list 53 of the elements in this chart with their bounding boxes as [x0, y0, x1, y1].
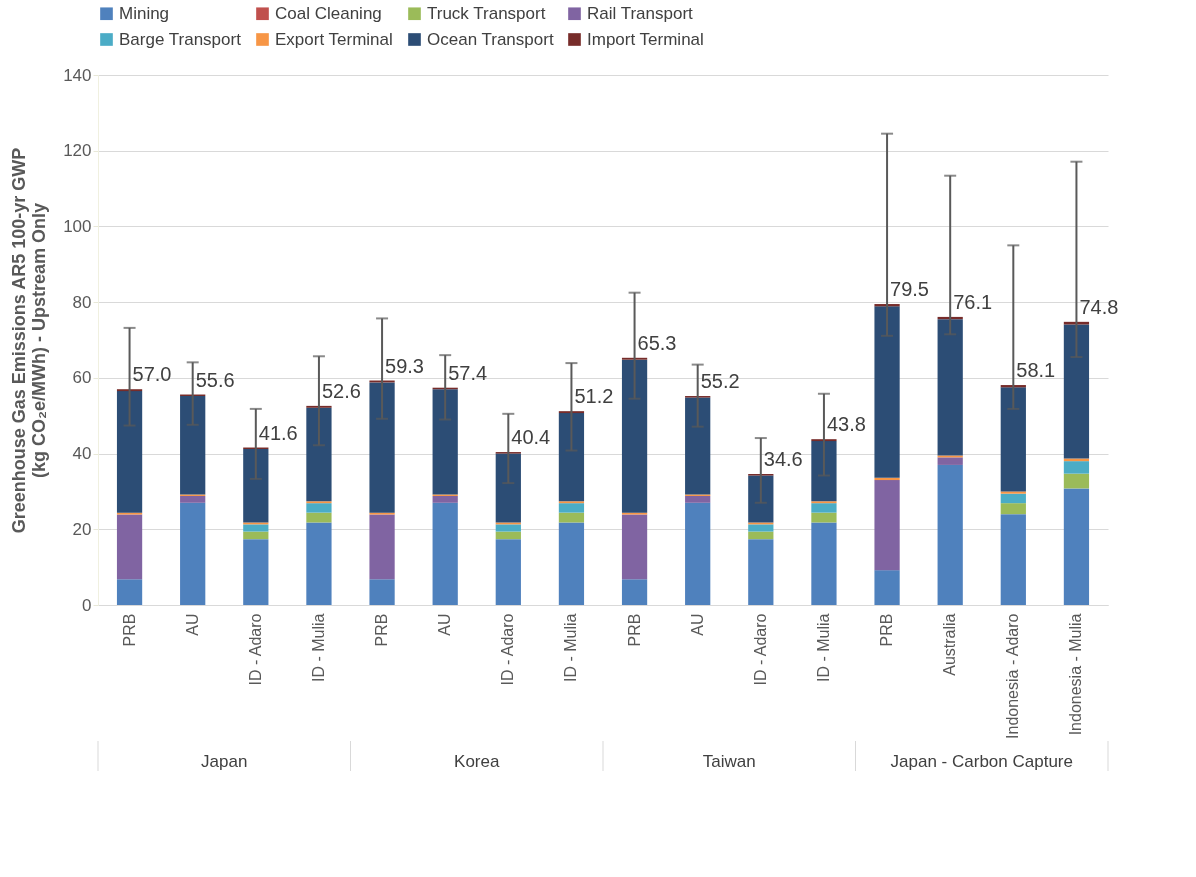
x-tick-label: PRB	[373, 613, 391, 647]
total-label: 34.6	[763, 448, 803, 471]
text: Korea	[454, 752, 500, 771]
legend-label: Export Terminal	[275, 29, 393, 49]
legend-label: Coal Cleaning	[275, 3, 382, 23]
x-tick-label: Indonesia - Mulia	[1067, 613, 1085, 736]
total-label: 58.1	[1016, 359, 1056, 382]
total-label: 43.8	[826, 413, 866, 436]
y-tick-label: 140	[63, 65, 92, 85]
x-tick-label: PRB	[625, 613, 643, 647]
y-tick-label: 100	[63, 216, 92, 236]
y-tick-label: 40	[72, 444, 92, 464]
x-tick-label: Australia	[941, 613, 959, 676]
x-tick-label: AU	[688, 613, 706, 636]
x-tick-label: ID - Adaro	[246, 613, 264, 686]
total-label: 76.1	[953, 290, 993, 313]
text: Taiwan	[702, 752, 756, 771]
legend-label: Rail Transport	[587, 3, 694, 23]
y-tick-label: 20	[72, 519, 92, 539]
x-tick-label: AU	[183, 613, 201, 636]
x-tick-label: AU	[436, 613, 454, 636]
y-tick-label: 0	[82, 595, 92, 615]
total-label: 55.6	[195, 368, 235, 391]
total-label: 65.3	[637, 331, 677, 354]
x-tick-label: ID - Mulia	[814, 613, 832, 682]
total-label: 79.5	[890, 278, 929, 301]
y-tick-label: 60	[72, 368, 92, 388]
legend-label: Mining	[119, 3, 170, 23]
legend-label: Truck Transport	[427, 3, 546, 23]
legend-label: Barge Transport	[119, 29, 242, 49]
x-tick-label: ID - Mulia	[562, 613, 580, 682]
text: Japan	[201, 752, 248, 771]
legend-label: Ocean Transport	[427, 29, 554, 49]
total-label: 40.4	[511, 426, 551, 449]
total-label: 74.8	[1079, 295, 1119, 318]
text: Japan - Carbon Capture	[890, 752, 1073, 771]
x-tick-label: ID - Adaro	[751, 613, 769, 686]
total-label: 51.2	[574, 385, 614, 408]
y-tick-label: 80	[72, 292, 92, 312]
x-tick-label: ID - Mulia	[309, 613, 327, 682]
y-tick-label: 120	[63, 141, 92, 161]
total-label: 59.3	[385, 354, 424, 377]
total-label: 52.6	[321, 379, 361, 402]
total-label: 41.6	[258, 421, 298, 444]
total-label: 57.4	[448, 361, 488, 384]
x-tick-label: PRB	[878, 613, 896, 647]
y-axis-title: Greenhouse Gas Emissions AR5 100-yr GWP (kg CO₂e/MWh) - Upstream Only	[9, 147, 50, 534]
legend-label: Import Terminal	[587, 29, 704, 49]
x-tick-label: ID - Adaro	[499, 613, 517, 686]
x-tick-label: Indonesia - Adaro	[1004, 613, 1022, 739]
total-label: 55.2	[700, 370, 740, 393]
total-label: 57.0	[132, 363, 172, 386]
x-tick-label: PRB	[120, 613, 138, 647]
